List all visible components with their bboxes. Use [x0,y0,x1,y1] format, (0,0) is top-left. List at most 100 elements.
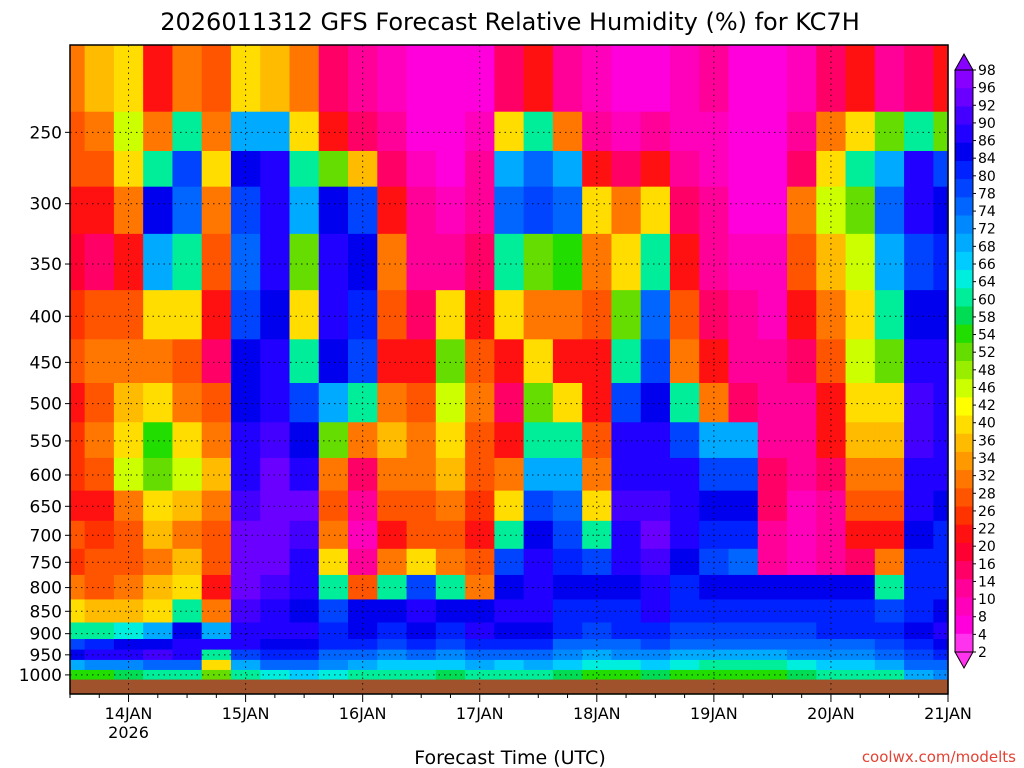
heatmap-cell [728,574,759,601]
heatmap-cell [933,290,949,340]
heatmap-cell [406,111,437,152]
heatmap-cell [260,383,291,423]
heatmap-cell [172,150,203,188]
heatmap-cell [143,233,174,291]
heatmap-cell [669,290,700,340]
terrain-surface [70,679,948,694]
heatmap-cell [669,383,700,423]
heatmap-cell [874,659,905,671]
heatmap-cell [611,639,642,651]
heatmap-cell [201,490,232,522]
heatmap-cell [435,150,466,188]
colorbar-label: 80 [978,169,996,185]
heatmap-cell [669,422,700,459]
colorbar-swatch [955,88,973,107]
colorbar-swatch [955,524,973,544]
y-tick-label: 900 [30,625,62,645]
heatmap-cell [70,45,86,113]
colorbar-label: 20 [978,539,996,555]
heatmap-cell [933,659,949,671]
y-tick-label: 1000 [19,666,62,686]
heatmap-cell [289,111,320,152]
colorbar-label: 66 [978,257,996,273]
heatmap-cell [465,490,495,522]
heatmap-cell [494,150,525,188]
heatmap-cell [933,383,949,423]
heatmap-cell [494,659,525,671]
heatmap-cell [874,622,905,640]
heatmap-cell [728,233,759,291]
heatmap-cell [582,622,613,640]
heatmap-cell [377,457,408,492]
heatmap-cell [70,649,86,661]
heatmap-cell [669,622,700,640]
heatmap-cell [669,599,700,624]
heatmap-cell [640,233,671,291]
heatmap-cell [318,186,349,235]
heatmap-cell [845,45,876,113]
heatmap-cell [494,548,525,576]
heatmap-cell [845,422,876,459]
heatmap-cell [874,45,905,113]
heatmap-cell [465,622,495,640]
heatmap-cell [377,548,408,576]
heatmap-cell [70,111,86,152]
heatmap-cell [172,45,203,113]
heatmap-cell [435,639,466,651]
heatmap-cell [552,422,583,459]
colorbar-label: 22 [978,522,996,538]
heatmap-cell [874,111,905,152]
heatmap-cell [845,574,876,601]
heatmap-cell [494,490,525,522]
heatmap-cell [289,649,320,661]
heatmap-cell [84,45,115,113]
heatmap-cell [640,599,671,624]
colorbar-swatch [955,342,973,362]
colorbar-label: 8 [978,610,987,626]
heatmap-cell [143,186,174,235]
heatmap-cell [669,490,700,522]
colorbar-label: 42 [978,398,996,414]
heatmap-cell [494,111,525,152]
heatmap-cell [640,520,671,550]
colorbar-label: 48 [978,363,996,379]
heatmap-cell [787,186,817,235]
heatmap-cell [435,339,466,384]
heatmap-cell [289,339,320,384]
heatmap-cell [933,548,949,576]
heatmap-cell [260,599,291,624]
heatmap-cell [845,150,876,188]
heatmap-cell [757,290,788,340]
heatmap-cell [494,339,525,384]
heatmap-cell [787,622,817,640]
heatmap-cell [933,490,949,522]
heatmap-cell [904,150,934,188]
heatmap-cell [874,186,905,235]
colorbar-swatch [955,270,973,289]
heatmap-cell [552,457,583,492]
heatmap-cell [757,622,788,640]
credit-link[interactable]: coolwx.com/modelts [862,748,1016,766]
heatmap-cell [933,457,949,492]
heatmap-cell [435,111,466,152]
heatmap-cell [260,233,291,291]
heatmap-cell [523,339,554,384]
heatmap-cell [874,150,905,188]
heatmap-cell [84,649,115,661]
heatmap-cell [494,422,525,459]
heatmap-cell [552,233,583,291]
heatmap-cell [406,383,437,423]
heatmap-cell [494,649,525,661]
x-axis-label: Forecast Time (UTC) [414,747,605,768]
heatmap-cell [230,649,261,661]
heatmap-cell [406,186,437,235]
heatmap-cell [201,233,232,291]
heatmap-cell [201,186,232,235]
heatmap-cell [611,383,642,423]
heatmap-cell [845,457,876,492]
heatmap-cell [904,339,934,384]
heatmap-cell [201,290,232,340]
heatmap-cell [523,383,554,423]
heatmap-cell [728,548,759,576]
